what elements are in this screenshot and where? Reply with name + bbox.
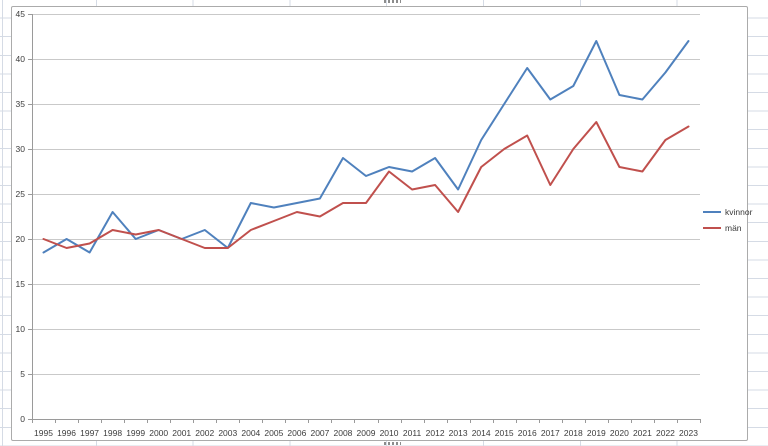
chart-object[interactable]: 0 5 10 15 20 25 30 35 40 45 1995 1996 1997 1998 1999 20… xyxy=(11,6,752,441)
svg-text:2020: 2020 xyxy=(610,428,629,438)
svg-text:2021: 2021 xyxy=(633,428,652,438)
legend-item-man[interactable]: män xyxy=(703,223,752,233)
svg-text:1999: 1999 xyxy=(126,428,145,438)
chart-selection-handle-top[interactable] xyxy=(384,0,401,3)
svg-text:2012: 2012 xyxy=(426,428,445,438)
svg-text:2023: 2023 xyxy=(679,428,698,438)
chart-selection-handle-bottom[interactable] xyxy=(384,442,401,445)
svg-text:2011: 2011 xyxy=(403,428,422,438)
svg-text:2016: 2016 xyxy=(518,428,537,438)
legend-label-man: män xyxy=(725,223,742,233)
svg-text:30: 30 xyxy=(16,144,26,154)
svg-text:0: 0 xyxy=(20,414,25,424)
svg-text:2017: 2017 xyxy=(541,428,560,438)
legend-line-sample-kvinnor xyxy=(703,211,721,213)
svg-text:1998: 1998 xyxy=(103,428,122,438)
svg-text:2003: 2003 xyxy=(218,428,237,438)
svg-text:2007: 2007 xyxy=(310,428,329,438)
legend-label-kvinnor: kvinnor xyxy=(725,207,753,217)
svg-text:2004: 2004 xyxy=(241,428,260,438)
svg-text:2013: 2013 xyxy=(449,428,468,438)
svg-text:1995: 1995 xyxy=(34,428,53,438)
line-chart-plot: 0 5 10 15 20 25 30 35 40 45 1995 1996 1997 1998 1999 20… xyxy=(16,9,701,438)
svg-text:1996: 1996 xyxy=(57,428,76,438)
axes xyxy=(28,14,701,423)
svg-text:2022: 2022 xyxy=(656,428,675,438)
y-axis-labels: 0 5 10 15 20 25 30 35 40 45 xyxy=(16,9,26,424)
svg-text:2006: 2006 xyxy=(287,428,306,438)
y-gridlines xyxy=(32,14,700,375)
legend[interactable]: kvinnor män xyxy=(703,207,752,233)
svg-text:2000: 2000 xyxy=(149,428,168,438)
legend-item-kvinnor[interactable]: kvinnor xyxy=(703,207,752,217)
x-axis-labels: 1995 1996 1997 1998 1999 2000 2001 2002 2003 2004… xyxy=(34,428,698,438)
svg-text:2002: 2002 xyxy=(195,428,214,438)
svg-text:10: 10 xyxy=(16,324,26,334)
svg-text:2008: 2008 xyxy=(334,428,353,438)
svg-text:2014: 2014 xyxy=(472,428,491,438)
svg-text:20: 20 xyxy=(16,234,26,244)
svg-text:2001: 2001 xyxy=(172,428,191,438)
svg-text:2009: 2009 xyxy=(357,428,376,438)
series-line-kvinnor[interactable] xyxy=(42,40,690,254)
legend-line-sample-man xyxy=(703,227,721,229)
svg-text:15: 15 xyxy=(16,279,26,289)
svg-text:25: 25 xyxy=(16,189,26,199)
svg-text:5: 5 xyxy=(20,369,25,379)
svg-text:35: 35 xyxy=(16,99,26,109)
spreadsheet-column-edge xyxy=(2,0,3,446)
svg-text:2015: 2015 xyxy=(495,428,514,438)
svg-text:2010: 2010 xyxy=(380,428,399,438)
svg-text:1997: 1997 xyxy=(80,428,99,438)
svg-text:2019: 2019 xyxy=(587,428,606,438)
svg-text:45: 45 xyxy=(16,9,26,19)
svg-text:2018: 2018 xyxy=(564,428,583,438)
svg-text:40: 40 xyxy=(16,54,26,64)
svg-text:2005: 2005 xyxy=(264,428,283,438)
series-line-män[interactable] xyxy=(42,121,690,249)
